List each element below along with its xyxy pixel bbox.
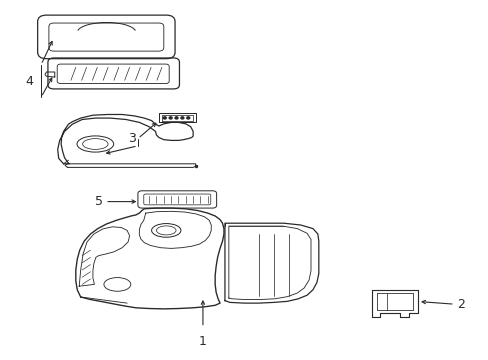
Text: 2: 2 [456, 298, 464, 311]
Text: 1: 1 [199, 335, 206, 348]
Circle shape [186, 117, 189, 119]
Text: 3: 3 [128, 132, 136, 145]
Circle shape [169, 117, 172, 119]
Text: 5: 5 [95, 195, 102, 208]
Circle shape [163, 117, 166, 119]
Circle shape [175, 117, 178, 119]
Text: 4: 4 [25, 75, 33, 87]
Circle shape [181, 117, 183, 119]
